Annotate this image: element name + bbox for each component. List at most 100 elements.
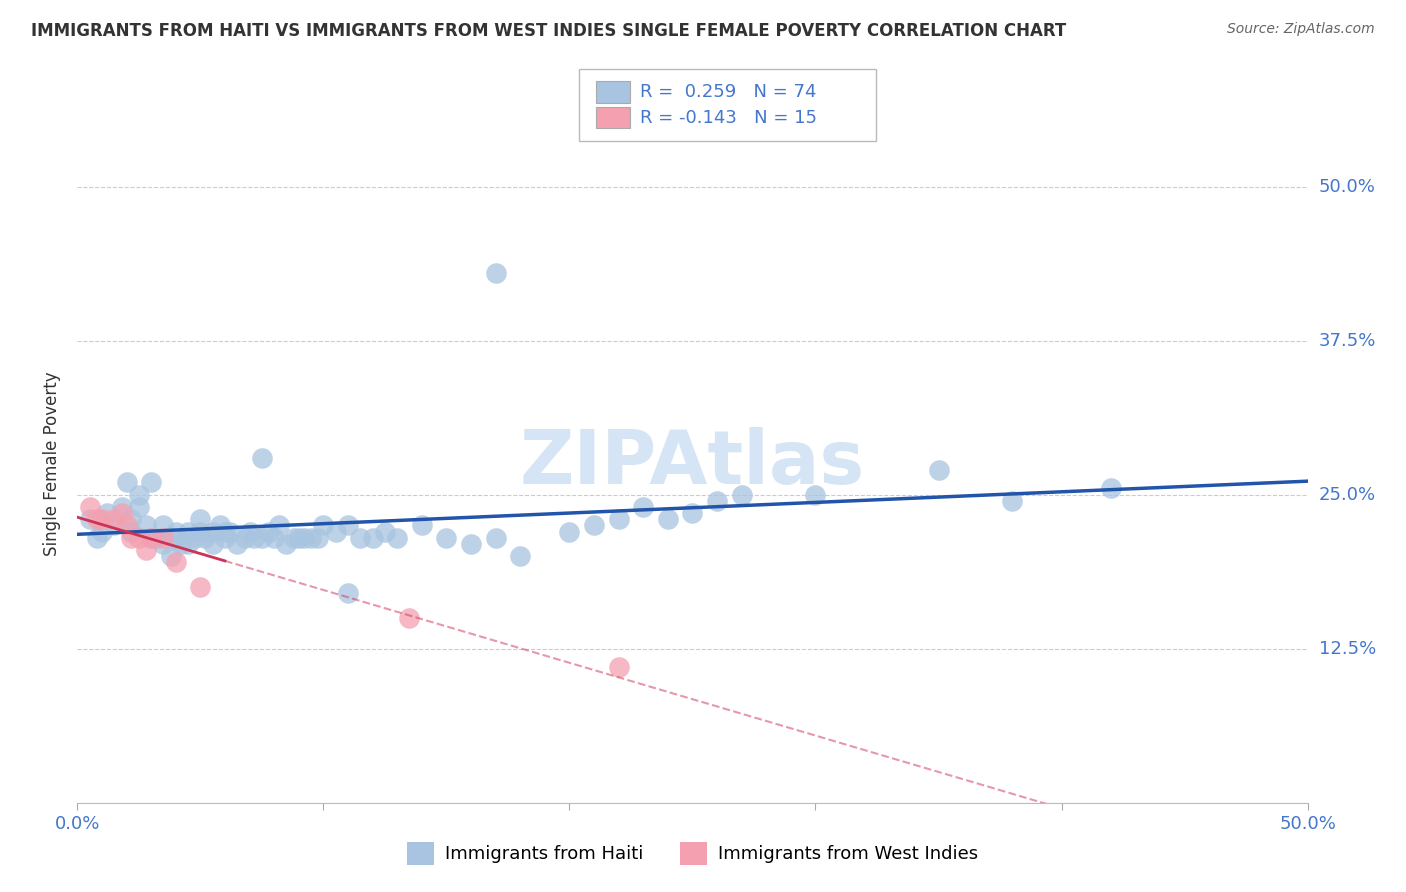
Point: [90, 512, 114, 526]
Point: [349, 531, 371, 545]
Point: [633, 500, 655, 514]
Point: [312, 518, 335, 533]
Text: 25.0%: 25.0%: [1319, 485, 1376, 504]
Point: [152, 537, 174, 551]
Point: [86, 531, 108, 545]
Point: [233, 531, 256, 545]
Point: [928, 463, 950, 477]
Point: [209, 518, 232, 533]
Point: [243, 531, 266, 545]
Point: [1099, 482, 1122, 496]
Point: [128, 531, 150, 545]
Point: [731, 488, 754, 502]
Point: [141, 531, 163, 545]
Point: [337, 586, 360, 600]
Point: [1001, 493, 1024, 508]
Point: [607, 512, 630, 526]
Point: [128, 488, 150, 502]
Point: [361, 531, 384, 545]
Text: 12.5%: 12.5%: [1319, 640, 1376, 657]
Point: [152, 531, 174, 545]
Point: [177, 537, 200, 551]
Point: [177, 524, 200, 539]
Point: [558, 524, 581, 539]
Point: [269, 518, 291, 533]
Point: [188, 580, 212, 594]
Text: 37.5%: 37.5%: [1319, 332, 1376, 350]
Point: [292, 531, 315, 545]
Point: [283, 531, 305, 545]
Point: [184, 531, 207, 545]
Point: [121, 512, 143, 526]
Text: IMMIGRANTS FROM HAITI VS IMMIGRANTS FROM WEST INDIES SINGLE FEMALE POVERTY CORRE: IMMIGRANTS FROM HAITI VS IMMIGRANTS FROM…: [31, 22, 1066, 40]
Point: [115, 518, 138, 533]
Y-axis label: Single Female Poverty: Single Female Poverty: [44, 372, 62, 556]
Point: [706, 493, 728, 508]
Point: [135, 543, 157, 558]
Point: [121, 531, 143, 545]
Legend: Immigrants from Haiti, Immigrants from West Indies: Immigrants from Haiti, Immigrants from W…: [401, 835, 984, 871]
Point: [250, 450, 273, 465]
Point: [436, 531, 458, 545]
Point: [337, 518, 360, 533]
Point: [194, 531, 217, 545]
Point: [115, 475, 138, 490]
Point: [141, 475, 163, 490]
Point: [165, 556, 187, 570]
Point: [385, 531, 409, 545]
Point: [460, 537, 482, 551]
Point: [219, 524, 242, 539]
Point: [485, 531, 508, 545]
Point: [226, 537, 249, 551]
Point: [145, 531, 167, 545]
Point: [214, 524, 236, 539]
Point: [141, 531, 163, 545]
Point: [239, 524, 262, 539]
Point: [308, 531, 330, 545]
Point: [804, 488, 827, 502]
Point: [411, 518, 433, 533]
Point: [485, 266, 508, 280]
Point: [583, 518, 606, 533]
Point: [152, 518, 174, 533]
Text: R = -0.143   N = 15: R = -0.143 N = 15: [640, 109, 817, 127]
Point: [170, 537, 193, 551]
Point: [128, 500, 150, 514]
Point: [103, 518, 125, 533]
Point: [165, 531, 187, 545]
Point: [86, 512, 108, 526]
Text: ZIPAtlas: ZIPAtlas: [520, 427, 865, 500]
Point: [160, 549, 183, 564]
Text: R =  0.259   N = 74: R = 0.259 N = 74: [640, 83, 817, 101]
Point: [135, 518, 157, 533]
Point: [201, 537, 224, 551]
Point: [201, 524, 224, 539]
Point: [188, 524, 212, 539]
Point: [103, 512, 125, 526]
Point: [374, 524, 396, 539]
Point: [259, 524, 281, 539]
Point: [263, 531, 285, 545]
Point: [250, 531, 273, 545]
Text: Source: ZipAtlas.com: Source: ZipAtlas.com: [1227, 22, 1375, 37]
Point: [111, 506, 132, 520]
Point: [607, 660, 630, 674]
Point: [325, 524, 347, 539]
Point: [509, 549, 531, 564]
Point: [121, 524, 143, 539]
Point: [657, 512, 679, 526]
Point: [96, 506, 118, 520]
Point: [79, 512, 101, 526]
Point: [111, 500, 132, 514]
Point: [165, 524, 187, 539]
Point: [276, 537, 298, 551]
Point: [79, 500, 101, 514]
Point: [398, 611, 420, 625]
Point: [214, 531, 236, 545]
Point: [682, 506, 704, 520]
Point: [90, 524, 114, 539]
Point: [288, 531, 311, 545]
Point: [188, 512, 212, 526]
Point: [299, 531, 322, 545]
Text: 50.0%: 50.0%: [1319, 178, 1375, 195]
